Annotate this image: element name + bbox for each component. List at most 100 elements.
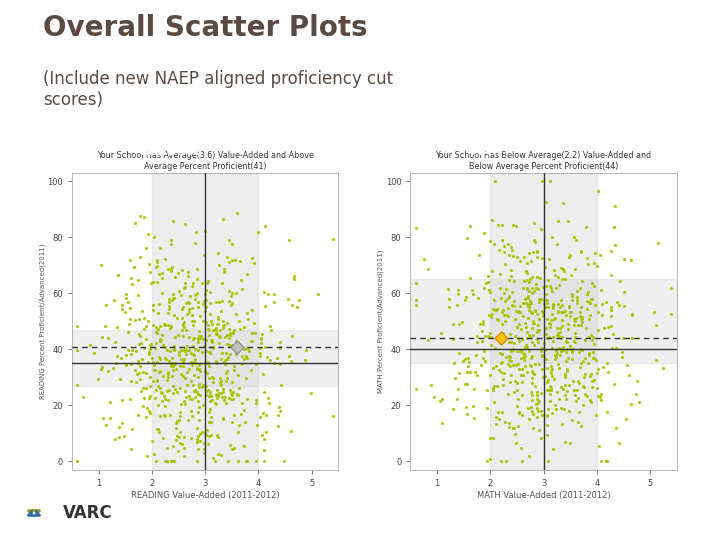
- Point: [145, 345, 156, 354]
- Point: [215, 307, 227, 316]
- Point: [569, 265, 580, 273]
- Point: [553, 363, 564, 372]
- Point: [554, 324, 566, 333]
- Point: [610, 241, 621, 249]
- Point: [544, 397, 556, 406]
- Point: [150, 393, 161, 402]
- Point: [274, 360, 286, 369]
- Point: [546, 343, 558, 352]
- Point: [100, 301, 112, 310]
- Point: [183, 333, 194, 341]
- Point: [113, 423, 125, 431]
- Point: [539, 302, 551, 311]
- Point: [179, 374, 190, 382]
- Point: [228, 362, 240, 370]
- Point: [163, 373, 174, 381]
- Point: [261, 353, 272, 361]
- Point: [508, 296, 519, 305]
- Point: [190, 359, 202, 368]
- Point: [225, 388, 237, 397]
- Point: [515, 444, 526, 453]
- Point: [204, 397, 216, 406]
- Point: [189, 295, 201, 303]
- Point: [497, 375, 508, 383]
- Point: [608, 379, 620, 388]
- Point: [258, 388, 270, 396]
- Point: [192, 346, 204, 354]
- Point: [228, 328, 239, 337]
- Point: [115, 354, 127, 362]
- Point: [126, 280, 138, 288]
- Point: [255, 343, 266, 352]
- Point: [499, 311, 510, 320]
- Point: [557, 199, 568, 207]
- Point: [165, 360, 176, 369]
- Point: [202, 358, 213, 367]
- Point: [109, 338, 121, 347]
- Point: [164, 324, 176, 333]
- Point: [300, 356, 311, 364]
- Point: [201, 318, 212, 327]
- Point: [563, 407, 575, 415]
- Point: [165, 235, 176, 244]
- Point: [589, 259, 600, 267]
- Title: Your School Has Below Average(2.2) Value-Added and
Below Average Percent Profici: Your School Has Below Average(2.2) Value…: [436, 151, 652, 171]
- Point: [210, 323, 222, 332]
- Point: [525, 332, 536, 340]
- Point: [556, 316, 567, 325]
- Point: [182, 346, 194, 355]
- Point: [247, 328, 258, 337]
- Point: [216, 377, 228, 386]
- Point: [526, 379, 538, 388]
- Point: [184, 395, 195, 403]
- Point: [148, 360, 160, 369]
- Point: [479, 229, 490, 238]
- Point: [161, 457, 173, 465]
- Point: [618, 302, 630, 310]
- Point: [100, 421, 112, 430]
- Point: [203, 326, 215, 334]
- Point: [565, 271, 577, 279]
- Point: [95, 260, 107, 269]
- Point: [529, 381, 541, 390]
- Point: [212, 320, 223, 328]
- Point: [151, 377, 163, 386]
- Point: [257, 408, 269, 417]
- Point: [503, 251, 515, 259]
- Point: [167, 381, 179, 390]
- Point: [523, 415, 534, 423]
- Point: [585, 395, 596, 404]
- Point: [616, 348, 628, 356]
- Point: [171, 417, 183, 426]
- Point: [205, 392, 217, 400]
- Point: [566, 296, 577, 305]
- Point: [521, 368, 532, 376]
- Point: [434, 397, 446, 406]
- Point: [498, 248, 510, 256]
- Point: [166, 359, 177, 367]
- Point: [544, 319, 555, 328]
- Point: [178, 355, 189, 363]
- Point: [163, 357, 174, 366]
- Point: [547, 336, 559, 345]
- Point: [499, 259, 510, 268]
- Point: [204, 309, 215, 318]
- Point: [516, 348, 528, 356]
- Point: [526, 396, 538, 404]
- Point: [541, 410, 552, 419]
- Point: [212, 394, 223, 403]
- Point: [200, 296, 212, 305]
- Point: [161, 376, 173, 384]
- Point: [511, 347, 523, 355]
- Point: [552, 323, 563, 332]
- Point: [212, 433, 224, 441]
- Point: [205, 335, 217, 344]
- Point: [250, 399, 261, 407]
- Point: [523, 347, 534, 355]
- Point: [193, 327, 204, 335]
- Point: [199, 296, 210, 305]
- Point: [558, 308, 570, 316]
- Point: [159, 354, 171, 362]
- Point: [521, 276, 532, 285]
- Point: [125, 274, 137, 282]
